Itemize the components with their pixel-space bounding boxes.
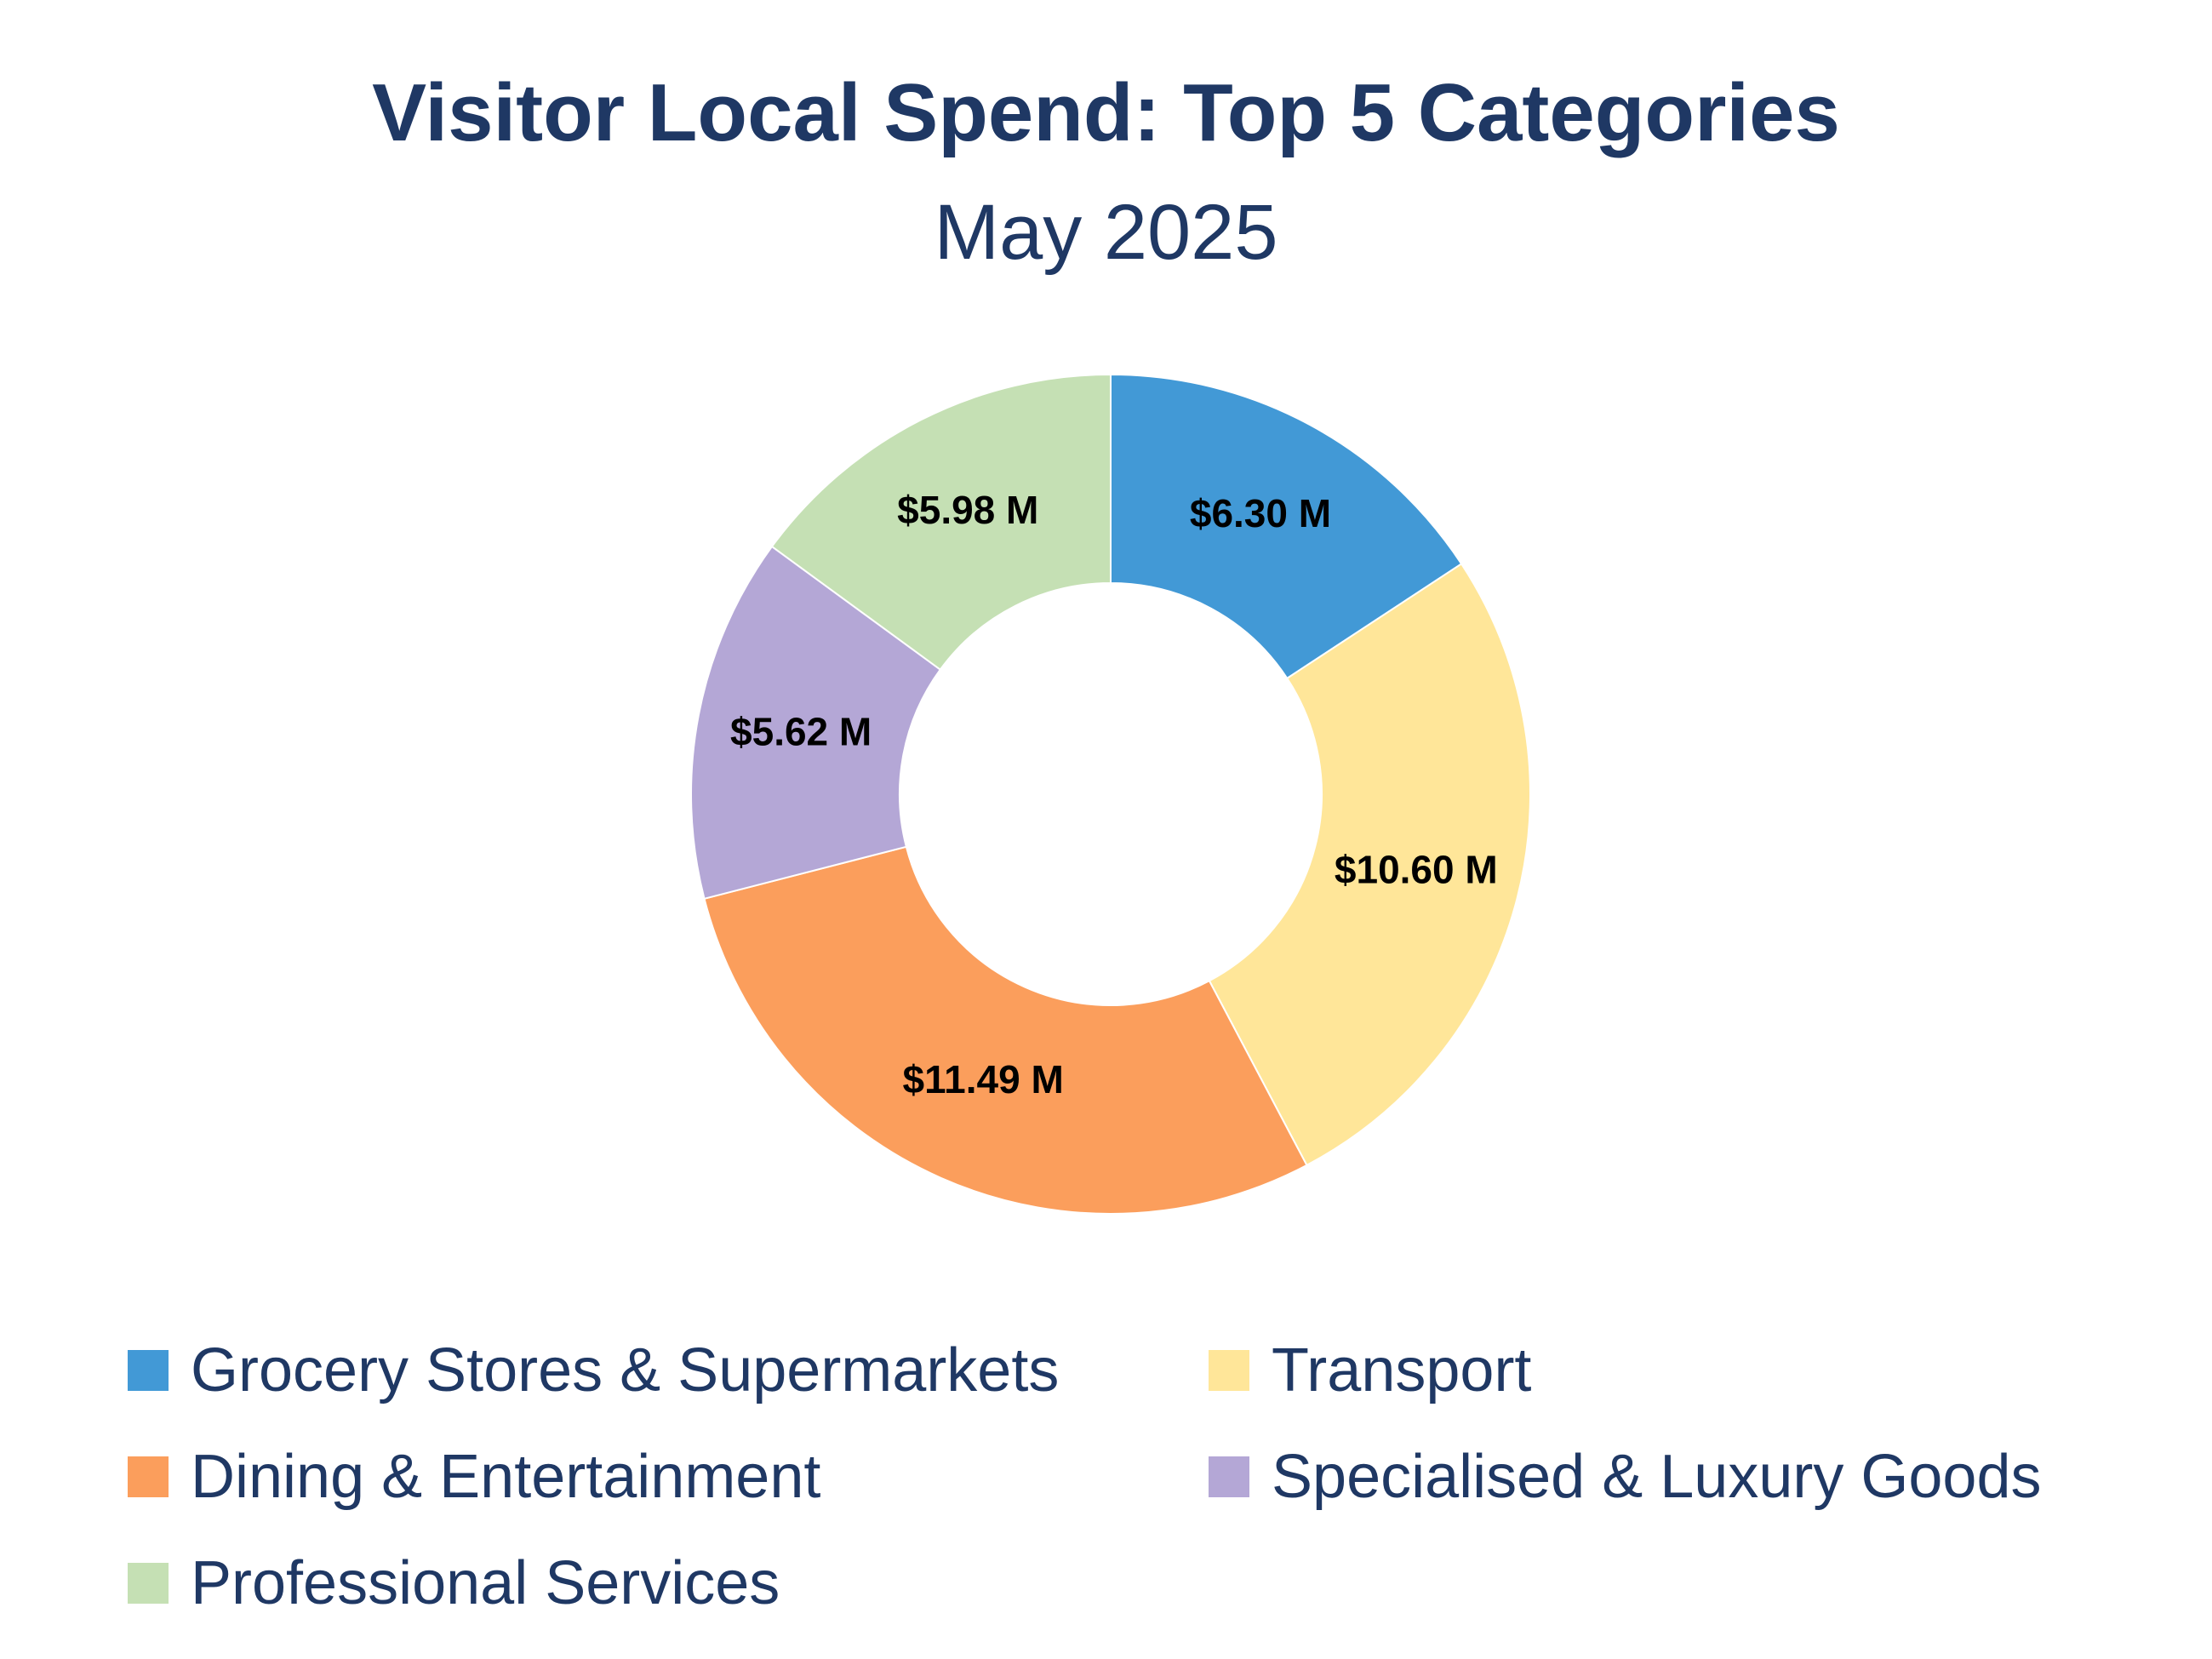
slice-value-label-1: $6.30 M <box>1190 491 1331 535</box>
legend-label: Transport <box>1272 1336 1532 1404</box>
legend-swatch <box>1209 1456 1249 1497</box>
chart-subtitle: May 2025 <box>934 189 1278 276</box>
slice-value-label-2: $10.60 M <box>1335 847 1498 891</box>
chart-title: Visitor Local Spend: Top 5 Categories <box>372 67 1840 158</box>
legend-label: Professional Services <box>191 1549 780 1617</box>
donut-slice-1 <box>1110 373 1463 680</box>
legend-label: Grocery Stores & Supermarkets <box>191 1336 1060 1404</box>
legend-label: Dining & Entertainment <box>191 1443 821 1511</box>
legend-swatch <box>128 1350 169 1391</box>
legend-label: Specialised & Luxury Goods <box>1272 1443 2042 1511</box>
donut-slices <box>690 373 1531 1215</box>
legend-item-5: Professional Services <box>128 1545 780 1622</box>
slice-value-label-5: $5.98 M <box>897 488 1038 532</box>
legend-swatch <box>128 1456 169 1497</box>
legend-item-1: Grocery Stores & Supermarkets <box>128 1332 1059 1409</box>
legend-item-2: Transport <box>1209 1332 1531 1409</box>
slice-value-label-4: $5.62 M <box>730 709 872 753</box>
legend-item-4: Specialised & Luxury Goods <box>1209 1439 2042 1515</box>
legend-swatch <box>1209 1350 1249 1391</box>
legend-swatch <box>128 1563 169 1604</box>
legend-item-3: Dining & Entertainment <box>128 1439 820 1515</box>
donut-slice-3 <box>703 845 1308 1215</box>
donut-labels: $6.30 M $10.60 M $11.49 M $5.62 M $5.98 M <box>730 488 1498 1101</box>
chart-legend: Grocery Stores & Supermarkets Transport Di… <box>128 1332 2085 1647</box>
donut-slice-5 <box>770 373 1112 672</box>
donut-slice-4 <box>690 545 942 901</box>
slice-value-label-3: $11.49 M <box>903 1057 1064 1101</box>
donut-slice-2 <box>1208 563 1531 1167</box>
